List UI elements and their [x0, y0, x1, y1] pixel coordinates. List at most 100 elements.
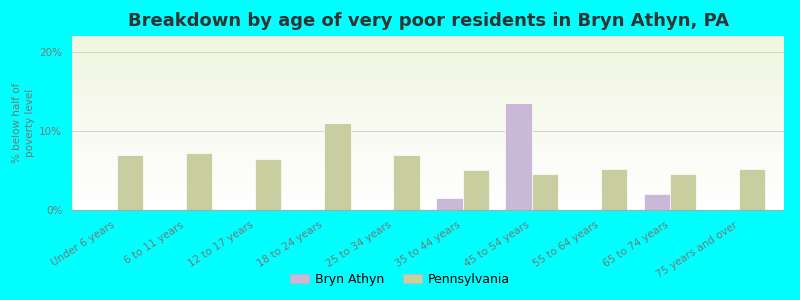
Bar — [255, 159, 282, 210]
Bar — [72, 200, 784, 201]
Bar — [72, 62, 784, 64]
Bar — [72, 123, 784, 125]
Bar — [72, 46, 784, 48]
Bar — [72, 90, 784, 92]
Bar — [72, 114, 784, 116]
Bar — [186, 153, 212, 210]
Bar — [72, 104, 784, 106]
Bar — [506, 103, 532, 210]
Bar — [72, 179, 784, 180]
Bar — [72, 78, 784, 80]
Bar — [324, 123, 350, 210]
Bar — [72, 40, 784, 41]
Bar — [72, 146, 784, 147]
Bar — [72, 81, 784, 83]
Bar — [72, 184, 784, 186]
Bar — [72, 99, 784, 100]
Bar — [72, 127, 784, 128]
Bar — [72, 73, 784, 74]
Bar — [72, 121, 784, 123]
Bar — [72, 168, 784, 170]
Bar — [72, 112, 784, 114]
Bar — [72, 137, 784, 139]
Bar — [72, 76, 784, 78]
Bar — [72, 111, 784, 112]
Bar — [72, 95, 784, 97]
Bar — [72, 134, 784, 135]
Bar — [72, 93, 784, 95]
Bar — [72, 144, 784, 146]
Bar — [72, 165, 784, 167]
Bar — [72, 130, 784, 132]
Bar — [72, 118, 784, 119]
Bar — [72, 97, 784, 99]
Bar — [72, 66, 784, 67]
Bar — [532, 174, 558, 210]
Bar — [72, 158, 784, 160]
Bar — [72, 128, 784, 130]
Bar — [72, 83, 784, 85]
Bar — [436, 198, 462, 210]
Bar — [72, 193, 784, 194]
Bar — [72, 170, 784, 172]
Bar — [72, 52, 784, 53]
Bar — [72, 206, 784, 208]
Bar — [72, 177, 784, 179]
Bar — [72, 43, 784, 45]
Bar — [72, 53, 784, 55]
Bar — [72, 203, 784, 205]
Bar — [72, 208, 784, 210]
Bar — [72, 116, 784, 118]
Bar — [72, 172, 784, 173]
Bar — [72, 156, 784, 158]
Bar — [72, 149, 784, 151]
Bar — [72, 151, 784, 153]
Bar — [72, 38, 784, 40]
Bar — [72, 180, 784, 182]
Bar — [72, 109, 784, 111]
Y-axis label: % below half of
poverty level: % below half of poverty level — [12, 83, 35, 163]
Bar — [72, 188, 784, 189]
Bar — [72, 191, 784, 193]
Bar — [72, 60, 784, 62]
Bar — [117, 154, 143, 210]
Bar — [72, 48, 784, 50]
Bar — [72, 125, 784, 127]
Bar — [72, 58, 784, 60]
Bar — [72, 55, 784, 57]
Legend: Bryn Athyn, Pennsylvania: Bryn Athyn, Pennsylvania — [285, 268, 515, 291]
Bar — [72, 67, 784, 69]
Bar — [72, 139, 784, 140]
Bar — [72, 132, 784, 134]
Bar — [72, 186, 784, 188]
Bar — [601, 169, 627, 210]
Bar — [670, 174, 696, 210]
Bar — [72, 173, 784, 175]
Bar — [72, 100, 784, 102]
Bar — [72, 182, 784, 184]
Bar — [644, 194, 670, 210]
Bar — [72, 80, 784, 81]
Bar — [72, 153, 784, 154]
Bar — [394, 154, 420, 210]
Bar — [72, 36, 784, 38]
Bar — [72, 161, 784, 163]
Bar — [72, 74, 784, 76]
Bar — [72, 41, 784, 43]
Bar — [72, 71, 784, 73]
Bar — [72, 196, 784, 198]
Bar — [72, 194, 784, 196]
Bar — [72, 57, 784, 58]
Bar — [72, 102, 784, 104]
Bar — [72, 175, 784, 177]
Bar — [72, 86, 784, 88]
Bar — [72, 167, 784, 168]
Bar — [72, 201, 784, 203]
Bar — [72, 85, 784, 86]
Bar — [72, 92, 784, 93]
Bar — [72, 50, 784, 52]
Bar — [72, 45, 784, 46]
Bar — [72, 119, 784, 121]
Bar — [72, 198, 784, 200]
Bar — [462, 170, 489, 210]
